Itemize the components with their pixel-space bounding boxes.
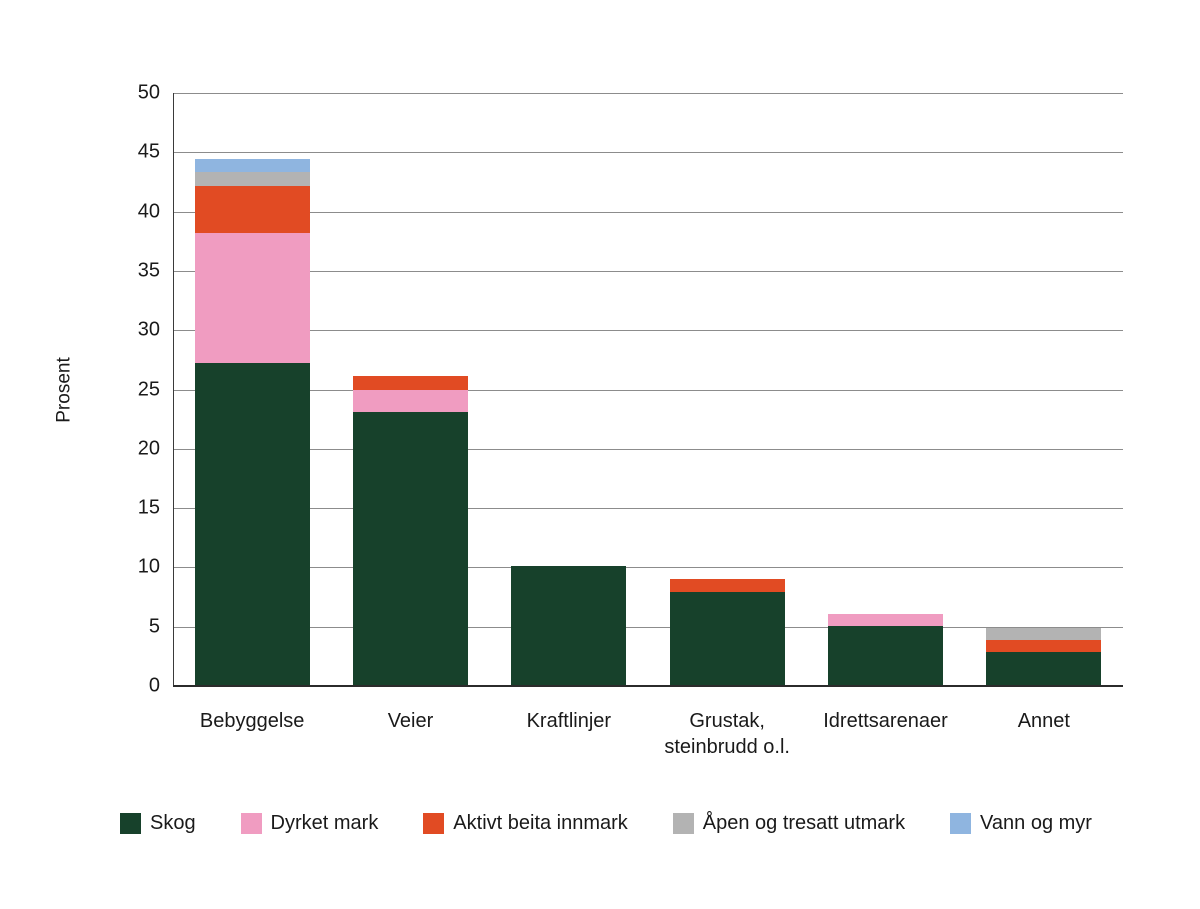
y-tick-label-10: 10	[137, 555, 160, 578]
legend-swatch-icon	[672, 813, 694, 834]
y-axis-title: Prosent	[48, 93, 82, 686]
bar-idrettsarenaer	[828, 93, 943, 686]
legend-swatch-icon	[950, 813, 972, 834]
legend-label: Aktivt beita innmark	[453, 812, 628, 834]
x-category-label: Idrettsarenaer	[823, 710, 948, 732]
y-tick-label-25: 25	[137, 378, 160, 400]
legend-item-vann-og-myr: Vann og myr	[950, 812, 1092, 835]
legend-swatch-icon	[120, 813, 141, 834]
legend: Skog Dyrket mark Aktivt beita innmark Åpen …	[120, 812, 1092, 835]
y-tick-label-45: 45	[137, 140, 160, 163]
x-axis-line	[173, 685, 1123, 687]
legend-label: Dyrket mark	[270, 812, 379, 834]
bar-segment-skog	[986, 651, 1102, 686]
x-category-label: Kraftlinjer	[526, 710, 612, 732]
gridline-35	[173, 270, 1123, 272]
bar-segment-skog	[828, 625, 943, 686]
bar-grustak	[669, 93, 785, 686]
y-axis-title-text: Prosent	[54, 356, 76, 423]
y-tick-label-40: 40	[137, 200, 160, 223]
legend-label: Åpen og tresatt utmark	[702, 812, 906, 834]
bar-segment-aktivt-beita-innmark	[353, 376, 468, 390]
y-tick-label-0: 0	[148, 674, 160, 697]
bar-segment-aktivt-beita-innmark	[194, 185, 310, 233]
x-category-label: Grustak, steinbrudd o.l.	[664, 710, 790, 758]
gridline-50	[173, 93, 1123, 94]
legend-label: Skog	[150, 812, 196, 834]
bar-segment-åpen-og-tresatt-utmark	[194, 172, 310, 186]
bar-segment-skog	[194, 363, 310, 686]
y-tick-label-15: 15	[137, 496, 160, 519]
bar-segment-aktivt-beita-innmark	[986, 639, 1102, 652]
bar-segment-dyrket-mark	[353, 389, 468, 413]
bar-segment-skog	[511, 566, 627, 686]
gridline-25	[173, 389, 1123, 391]
y-tick-label-50: 50	[137, 81, 160, 104]
legend-item-dyrket-mark: Dyrket mark	[240, 812, 379, 835]
y-tick-label-20: 20	[137, 437, 160, 460]
gridline-40	[173, 211, 1123, 213]
bar-segment-aktivt-beita-innmark	[669, 579, 785, 593]
y-tick-label-5: 5	[148, 615, 160, 638]
x-category-label: Annet	[1017, 710, 1070, 732]
y-tick-label-30: 30	[137, 318, 160, 341]
legend-swatch-icon	[423, 813, 445, 834]
bar-segment-dyrket-mark	[828, 613, 943, 626]
y-axis-line	[173, 93, 174, 686]
bar-segment-skog	[353, 412, 468, 686]
bar-segment-skog	[669, 592, 785, 686]
bar-kraftlinjer	[511, 93, 627, 686]
legend-item-skog: Skog	[120, 812, 196, 835]
gridline-15	[173, 508, 1123, 510]
legend-item-åpen-og-tresatt-utmark: Åpen og tresatt utmark	[672, 812, 906, 835]
gridline-10	[173, 567, 1123, 569]
bar-segment-dyrket-mark	[194, 232, 310, 364]
x-category-label: Veier	[387, 710, 434, 732]
bar-bebyggelse	[194, 93, 310, 686]
gridline-30	[173, 330, 1123, 332]
legend-swatch-icon	[240, 813, 262, 834]
y-tick-label-35: 35	[137, 259, 160, 282]
bar-segment-vann-og-myr	[194, 159, 310, 173]
x-category-label: Bebyggelse	[199, 710, 305, 732]
plot-area	[173, 93, 1123, 686]
legend-item-aktivt-beita-innmark: Aktivt beita innmark	[423, 812, 628, 835]
bar-veier	[353, 93, 468, 686]
gridline-5	[173, 626, 1123, 628]
gridline-20	[173, 448, 1123, 450]
bar-segment-åpen-og-tresatt-utmark	[986, 627, 1102, 640]
legend-label: Vann og myr	[980, 812, 1092, 834]
bar-annet	[986, 93, 1102, 686]
gridline-45	[173, 152, 1123, 154]
